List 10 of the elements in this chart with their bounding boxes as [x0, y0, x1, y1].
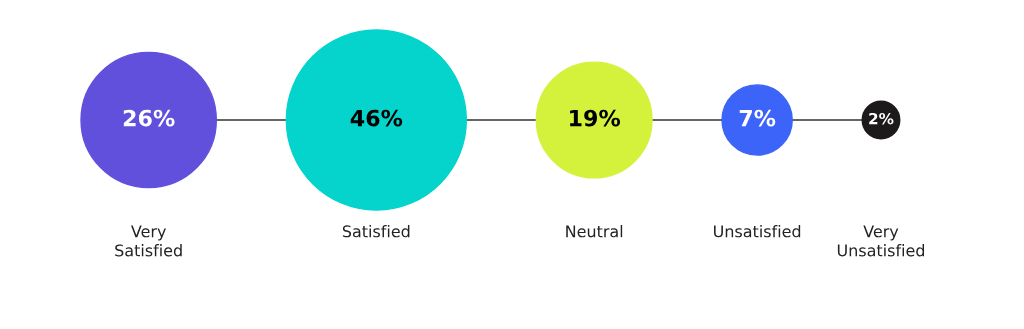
data-label: 26%	[123, 109, 175, 127]
data-label: 7%	[739, 109, 776, 127]
category-label: Very Satisfied	[115, 225, 182, 257]
category-label: Unsatisfied	[714, 225, 801, 238]
data-label: 46%	[350, 109, 403, 127]
category-label: Neutral	[566, 225, 623, 238]
category-label: Very Unsatisfied	[837, 225, 925, 257]
category-label: Satisfied	[342, 225, 410, 238]
data-label: 19%	[570, 109, 621, 127]
data-label: 2%	[869, 112, 894, 125]
